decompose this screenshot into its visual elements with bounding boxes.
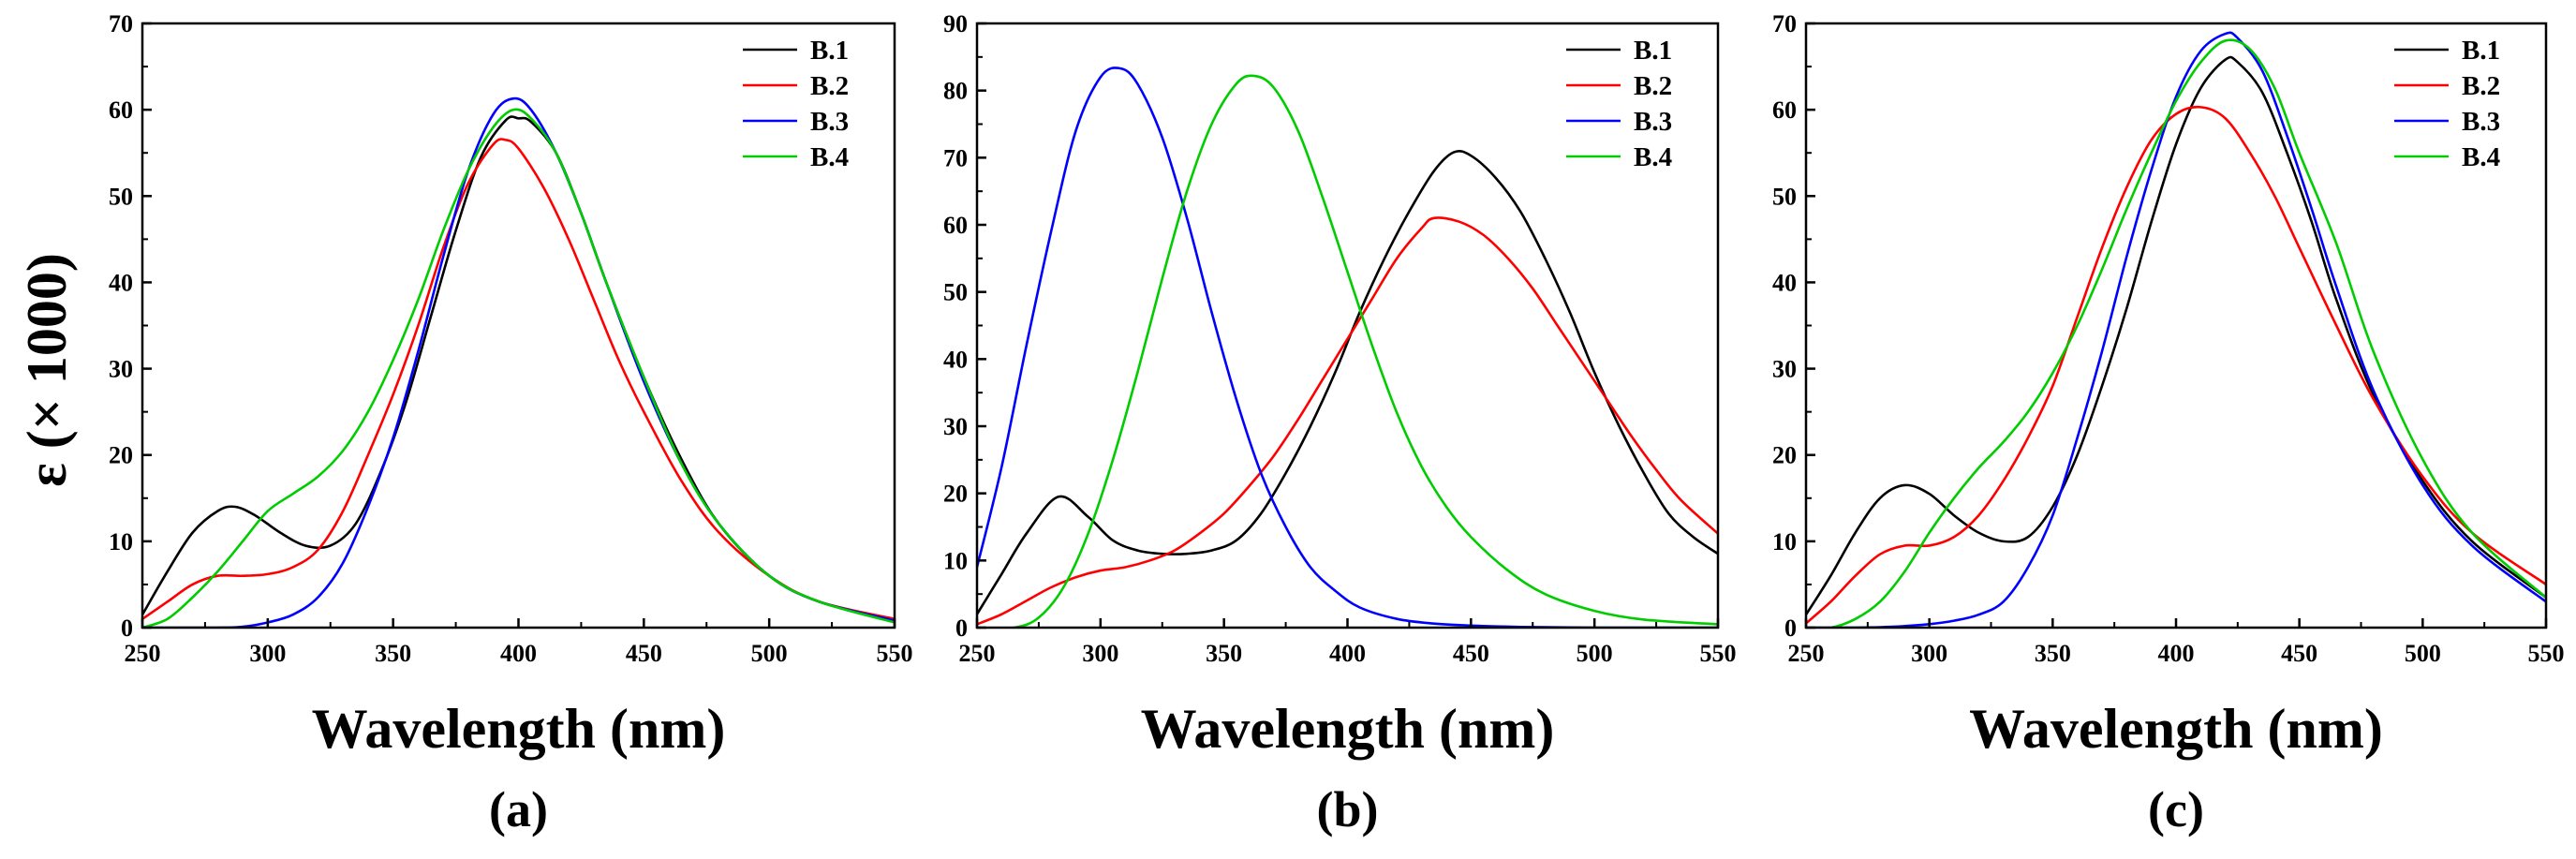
panel-c-y-tick-label: 70 (1772, 10, 1797, 37)
panel-a-plot-frame (141, 22, 896, 629)
panel-a-series-line-b-1 (142, 115, 895, 622)
panel-b-legend-label-b-4: B.4 (1634, 142, 1672, 172)
panel-b-label: (b) (1317, 781, 1379, 837)
panel-c-legend-label-b-4: B.4 (2462, 142, 2500, 172)
panel-b-x-tick-label: 350 (1206, 640, 1242, 667)
panel-c-x-tick-label: 250 (1788, 640, 1825, 667)
panel-c-legend-label-b-2: B.2 (2462, 71, 2500, 101)
panel-c-chart: 250 300 350 400 450 500 550 0 10 20 30 40 50 60 70 B.1 B… (1772, 10, 2565, 837)
panel-b-plot-frame (975, 22, 1720, 629)
panel-b-y-tick-label: 80 (943, 78, 968, 105)
panel-c-series-line-b-2 (1806, 105, 2546, 625)
shared-y-axis-label: ε (× 1000) (16, 253, 78, 487)
panel-a-x-tick-label: 300 (249, 640, 286, 667)
panel-a-series-line-b-2 (142, 138, 895, 621)
panel-a-y-tick-label: 30 (109, 356, 133, 383)
panel-a-y-tick-label: 60 (109, 96, 133, 124)
panel-a-x-tick-label: 450 (626, 640, 662, 667)
panel-a-y-tick-label: 50 (109, 183, 133, 210)
panel-a-legend-label-b-2: B.2 (810, 71, 849, 101)
panel-b-x-axis-label: Wavelength (nm) (1141, 698, 1555, 760)
panel-b-series-line-b-4 (977, 74, 1718, 628)
panel-c-y-tick-label: 10 (1772, 528, 1797, 555)
panel-b-y-tick-label: 20 (943, 481, 968, 508)
panel-b-y-tick-label: 30 (943, 413, 968, 440)
panel-a-series-line-b-4 (142, 108, 895, 628)
panel-a-legend-label-b-1: B.1 (810, 36, 849, 66)
panel-b-y-tick-label: 50 (943, 279, 968, 306)
panel-c-x-tick-label: 400 (2158, 640, 2195, 667)
panel-b-y-tick-label: 0 (955, 615, 968, 642)
panel-c-series-line-b-4 (1806, 38, 2546, 628)
panel-b-series-group (977, 67, 1718, 628)
panel-a-series-line-b-3 (142, 96, 895, 628)
panel-b-y-tick-label: 10 (943, 547, 968, 574)
panel-b-legend-label-b-1: B.1 (1634, 36, 1672, 66)
panel-c-x-axis-label: Wavelength (nm) (1969, 698, 2383, 760)
panel-a-chart: 250 300 350 400 450 500 550 0 10 20 30 40 50 60 70 B.1 B… (109, 10, 913, 837)
panel-a-label: (a) (489, 781, 548, 837)
panel-b-y-tick-label: 60 (943, 212, 968, 239)
panel-c-series-group (1806, 31, 2546, 628)
panel-a-x-tick-label: 500 (751, 640, 788, 667)
panel-b-legend-label-b-2: B.2 (1634, 71, 1672, 101)
panel-b-x-tick-label: 400 (1329, 640, 1366, 667)
panel-b-y-tick-label: 70 (943, 144, 968, 171)
panel-b-series-line-b-3 (977, 67, 1718, 628)
panel-b-x-tick-label: 550 (1700, 640, 1737, 667)
panel-c-series-line-b-3 (1806, 31, 2546, 628)
panel-c-y-tick-label: 30 (1772, 356, 1797, 383)
panel-c-y-tick-label: 40 (1772, 269, 1797, 296)
panel-c-x-tick-label: 350 (2035, 640, 2071, 667)
panel-c-legend-label-b-1: B.1 (2462, 36, 2500, 66)
panel-b-legend-label-b-3: B.3 (1634, 107, 1672, 137)
panel-b-x-tick-label: 300 (1082, 640, 1118, 667)
panel-c-x-tick-label: 500 (2405, 640, 2441, 667)
panel-c-x-tick-label: 450 (2281, 640, 2317, 667)
panel-c-y-tick-label: 60 (1772, 96, 1797, 124)
panel-a-legend-label-b-3: B.3 (810, 107, 849, 137)
panel-a-y-tick-label: 20 (109, 442, 133, 469)
panel-a-y-tick-label: 10 (109, 528, 133, 555)
panel-b-y-tick-label: 90 (943, 10, 968, 37)
panel-c-series-line-b-1 (1806, 55, 2546, 616)
panel-a-y-tick-label: 40 (109, 269, 133, 296)
panel-c-label: (c) (2148, 781, 2204, 837)
panel-c-x-tick-label: 300 (1911, 640, 1947, 667)
panel-a-x-tick-label: 350 (375, 640, 411, 667)
panel-b-x-tick-label: 450 (1453, 640, 1489, 667)
panel-c-y-tick-label: 50 (1772, 183, 1797, 210)
panel-b-series-line-b-2 (977, 216, 1718, 626)
panel-c-legend-label-b-3: B.3 (2462, 107, 2500, 137)
panel-a-x-axis-label: Wavelength (nm) (312, 698, 726, 760)
panel-a-y-tick-label: 70 (109, 10, 133, 37)
panel-c-y-tick-label: 0 (1784, 615, 1797, 642)
panel-b-x-tick-label: 250 (959, 640, 996, 667)
panel-b-series-line-b-1 (977, 150, 1718, 615)
panel-b-chart: 250 300 350 400 450 500 550 0 10 20 30 40 50 60 70 80 90… (943, 10, 1737, 837)
panel-a-y-tick-label: 0 (121, 615, 133, 642)
panel-c-x-tick-label: 550 (2528, 640, 2565, 667)
panel-a-x-tick-label: 250 (125, 640, 161, 667)
panel-b-y-tick-label: 40 (943, 346, 968, 373)
panel-b-x-tick-label: 500 (1577, 640, 1613, 667)
panel-c-y-tick-label: 20 (1772, 442, 1797, 469)
panel-a-x-tick-label: 400 (500, 640, 537, 667)
panel-a-x-tick-label: 550 (877, 640, 913, 667)
panel-a-series-group (142, 96, 895, 628)
panel-a-legend-label-b-4: B.4 (810, 142, 849, 172)
